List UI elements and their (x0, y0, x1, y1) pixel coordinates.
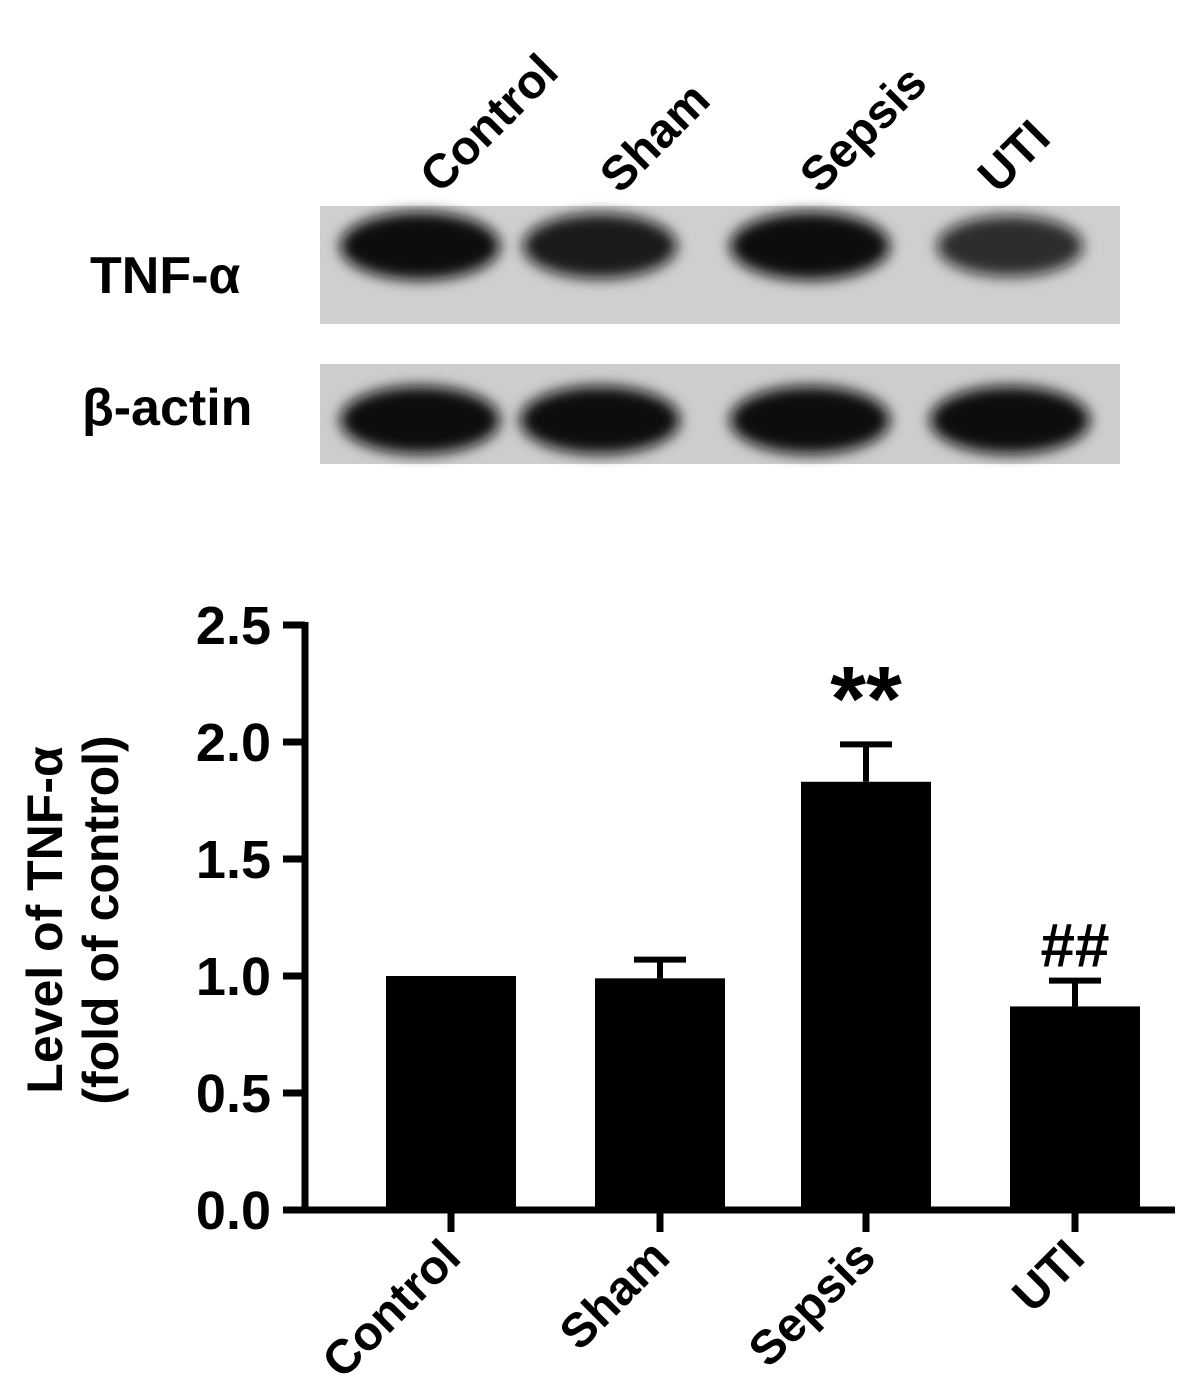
blot-band (340, 212, 500, 280)
y-tick-label: 1.0 (196, 947, 271, 1007)
y-tick-label: 2.0 (196, 713, 271, 773)
western-blot: Control Sham Sepsis UTI TNF-α β-actin (82, 45, 1120, 464)
y-axis-label: Level of TNF-α (17, 746, 73, 1094)
blot-band (730, 212, 890, 280)
bar (1010, 1006, 1140, 1210)
blot-lane-label-uti: UTI (968, 111, 1060, 203)
significance-annotation: ## (1041, 912, 1110, 981)
blot-band (523, 213, 677, 279)
blot-row-label-actin: β-actin (82, 379, 252, 437)
blot-band (520, 386, 680, 454)
y-tick-label: 2.5 (196, 596, 271, 656)
blot-row-label-tnf: TNF-α (90, 247, 240, 305)
bar (386, 976, 516, 1210)
x-tick-label: Control (313, 1230, 471, 1388)
x-tick-label: Sham (550, 1230, 680, 1360)
y-tick-label: 0.5 (196, 1064, 271, 1124)
bar (801, 781, 931, 1210)
blot-lane-label-control: Control (410, 45, 568, 203)
y-tick-label: 1.5 (196, 830, 271, 890)
significance-annotation: ** (830, 648, 902, 750)
blot-band (340, 386, 500, 454)
y-axis-label-line2: (fold of control) (73, 735, 129, 1104)
bar (595, 978, 725, 1210)
blot-lane-label-sham: Sham (590, 73, 720, 203)
x-tick-label: Sepsis (739, 1230, 886, 1377)
x-tick-label: UTI (1003, 1230, 1095, 1322)
bar-chart: Level of TNF-α (fold of control) 0.0 0.5 1… (17, 596, 1175, 1388)
blot-band (930, 386, 1090, 454)
y-tick-label: 0.0 (196, 1181, 271, 1241)
blot-band (730, 386, 890, 454)
blot-lane-label-sepsis: Sepsis (790, 56, 937, 203)
blot-bands (340, 212, 1090, 454)
blot-band (937, 215, 1083, 277)
bar-chart-plot: 0.0 0.5 1.0 1.5 2.0 2.5 Control Sham Sepsis ** UTI… (196, 596, 1175, 1388)
